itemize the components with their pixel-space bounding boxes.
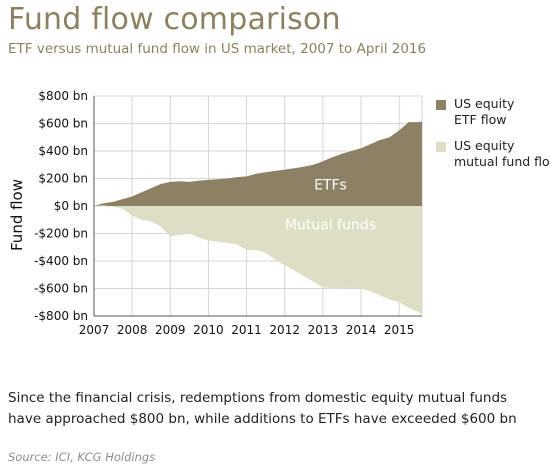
legend-swatch-mutual [436, 142, 446, 152]
chart-areas [94, 121, 422, 315]
legend-item-mutual: US equity mutual fund flow [436, 138, 550, 170]
x-tick-label-2013: 2013 [308, 323, 339, 337]
mutual-fund-flow-area [94, 205, 422, 315]
chart-source: Source: ICI, KCG Holdings [8, 450, 156, 464]
y-tick-label-7: -$600 bn [34, 282, 88, 296]
chart-annotations: ETFs Mutual funds [285, 178, 376, 234]
y-tick-label-1: $600 bn [38, 117, 88, 131]
legend-item-etf: US equity ETF flow [436, 96, 550, 128]
x-tick-label-2012: 2012 [269, 323, 300, 337]
etf-flow-area [94, 121, 422, 206]
x-tick-label-2007: 2007 [79, 323, 110, 337]
legend-label-etf-line1: US equity [454, 96, 515, 111]
legend-label-etf-line2: ETF flow [454, 112, 507, 127]
x-tick-label-2009: 2009 [155, 323, 186, 337]
y-tick-label-2: $400 bn [38, 144, 88, 158]
legend-label-mutual-line2: mutual fund flow [454, 154, 550, 169]
y-tick-label-0: $800 bn [38, 89, 88, 103]
x-tick-label-2014: 2014 [346, 323, 377, 337]
x-tick-label-2010: 2010 [193, 323, 224, 337]
chart-axes: $800 bn $600 bn $400 bn $200 bn $0 bn -$200 b… [34, 89, 422, 337]
legend-swatch-etf [436, 100, 446, 110]
chart-title: Fund flow comparison [8, 2, 341, 37]
area-annotation-0: ETFs [314, 178, 347, 194]
y-tick-label-3: $200 bn [38, 172, 88, 186]
chart-subtitle: ETF versus mutual fund flow in US market… [8, 41, 427, 57]
y-tick-label-4: $0 bn [54, 199, 88, 213]
y-tick-label-5: -$200 bn [34, 227, 88, 241]
legend-label-mutual-line1: US equity [454, 138, 515, 153]
x-tick-label-2011: 2011 [231, 323, 262, 337]
chart-caption: Since the financial crisis, redemptions … [8, 390, 517, 427]
x-tick-label-2015: 2015 [384, 323, 415, 337]
y-axis-label: Fund flow [8, 179, 26, 251]
area-annotation-1: Mutual funds [285, 217, 376, 233]
y-tick-label-8: -$800 bn [34, 309, 88, 323]
y-tick-label-6: -$400 bn [34, 254, 88, 268]
x-tick-label-2008: 2008 [117, 323, 148, 337]
